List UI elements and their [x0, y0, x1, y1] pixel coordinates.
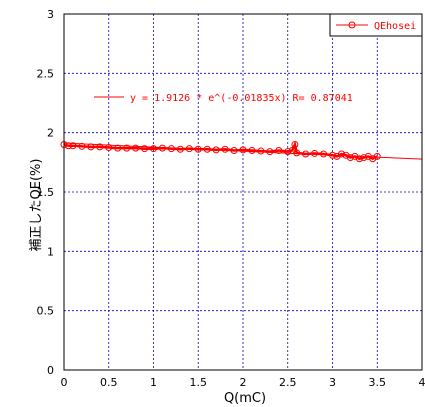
x-tick-labels: 0 0.5 1 1.5 2 2.5 3 3.5 4 [61, 376, 425, 389]
data-point [320, 150, 328, 158]
data-point [167, 145, 175, 153]
x-tick-label: 3.5 [369, 376, 387, 389]
data-point [141, 145, 149, 153]
plot-frame [63, 13, 423, 371]
y-tick-label: 0 [47, 364, 54, 377]
data-point [311, 149, 319, 157]
data-point [87, 143, 95, 151]
y-tick-label: 1.5 [37, 186, 55, 199]
data-point [114, 144, 122, 152]
fit-equation-label: y = 1.9126 * e^(-0.01835x) R= 0.87041 [130, 93, 353, 104]
x-axis-title: Q(mC) [224, 391, 266, 406]
data-point [185, 145, 193, 153]
data-point [64, 142, 72, 150]
gridlines [64, 14, 422, 370]
data-point [132, 144, 140, 152]
fit-line [63, 142, 423, 160]
y-tick-label: 2.5 [37, 67, 55, 80]
data-point [257, 147, 265, 155]
data-point [194, 145, 202, 153]
fit-curve [63, 142, 423, 160]
x-tick-label: 1 [150, 376, 157, 389]
data-point [96, 143, 104, 151]
y-tick-labels: 0 0.5 1 1.5 2 2.5 3 [37, 8, 55, 377]
y-tick-label: 3 [47, 8, 54, 21]
data-point [158, 144, 166, 152]
x-tick-label: 1.5 [190, 376, 208, 389]
data-point [69, 142, 77, 150]
data-point [239, 146, 247, 154]
data-point [221, 145, 229, 153]
data-point [212, 146, 220, 154]
data-point [329, 151, 336, 159]
data-point [337, 150, 345, 158]
data-point [355, 155, 363, 163]
x-tick-label: 2 [240, 376, 247, 389]
y-tick-label: 1 [47, 245, 54, 258]
data-point [203, 145, 211, 153]
data-point [302, 150, 310, 158]
y-tick-label: 2 [47, 127, 54, 140]
data-point [150, 145, 157, 153]
fit-annotation: y = 1.9126 * e^(-0.01835x) R= 0.87041 [94, 93, 353, 104]
data-point [275, 146, 283, 154]
data-point [78, 142, 86, 150]
x-tick-label: 0 [61, 376, 68, 389]
data-point [293, 149, 301, 157]
data-point [373, 152, 381, 160]
x-tick-label: 2.5 [279, 376, 297, 389]
y-tick-label: 0.5 [37, 305, 55, 318]
legend-box [329, 13, 423, 37]
data-points [60, 140, 381, 163]
data-point [346, 154, 354, 162]
data-point [248, 146, 256, 154]
data-point [291, 141, 299, 149]
series-line [63, 140, 378, 161]
legend: QEhosei [329, 13, 423, 37]
data-point [230, 146, 238, 154]
data-point [176, 145, 184, 153]
y-axis-title: 補正したQE(%) [29, 159, 44, 252]
data-point [284, 148, 292, 156]
data-point [105, 144, 113, 151]
x-tick-label: 3 [329, 376, 336, 389]
legend-marker [348, 21, 356, 29]
x-tick-label: 4 [419, 376, 425, 389]
legend-label: QEhosei [374, 21, 416, 32]
x-tick-label: 0.5 [100, 376, 118, 389]
data-point [266, 148, 274, 156]
data-point [123, 144, 131, 152]
data-point [360, 154, 368, 162]
